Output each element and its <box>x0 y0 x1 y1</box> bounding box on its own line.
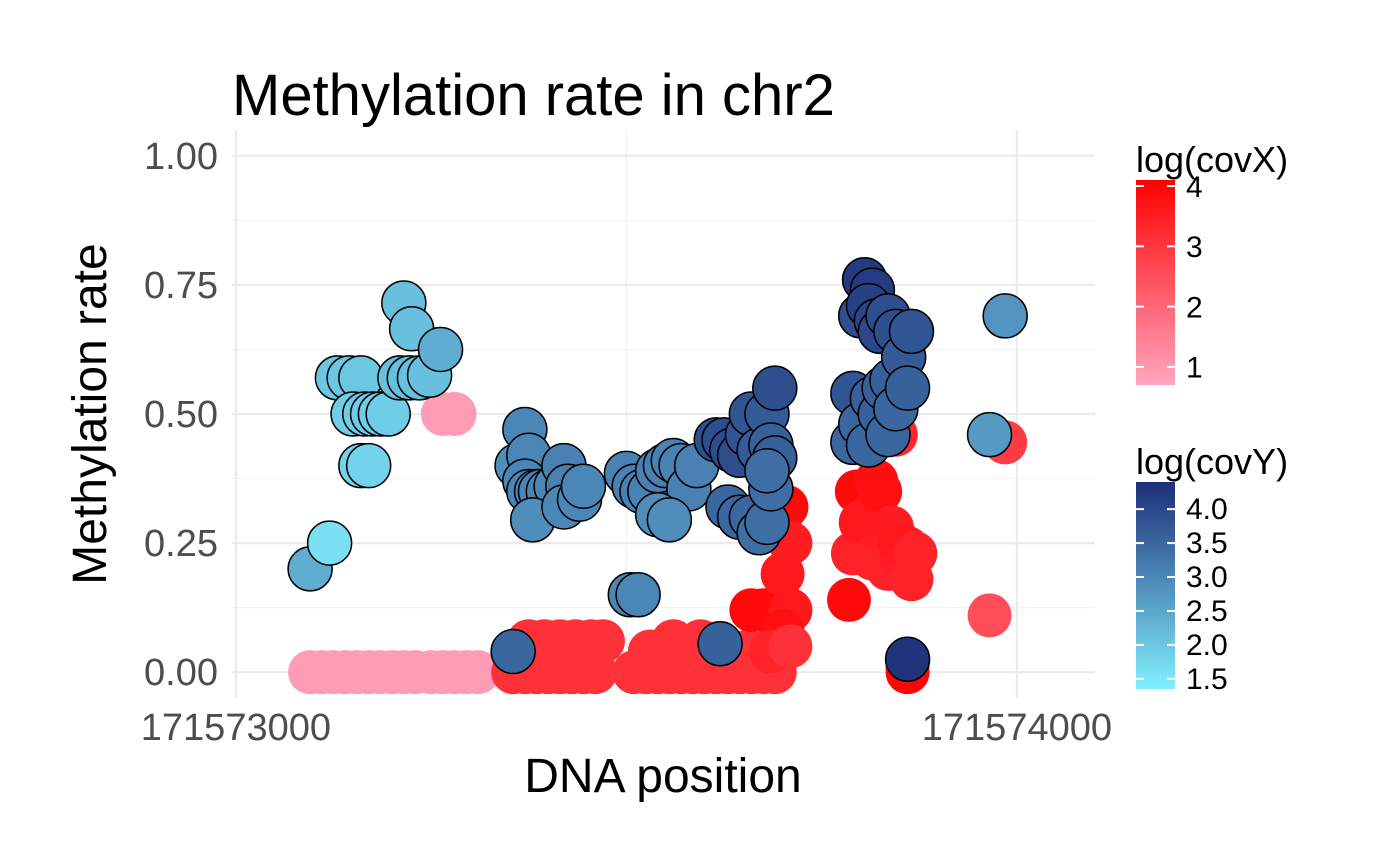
y-tick-label: 0.75 <box>144 265 218 307</box>
legend-tick-label: 3.5 <box>1186 527 1228 560</box>
legend-covx-title: log(covX) <box>1136 139 1288 180</box>
legend-tick-label: 2.5 <box>1186 595 1228 628</box>
x-tick-label: 171573000 <box>141 707 331 749</box>
point-covy <box>306 520 353 566</box>
x-axis-title: DNA position <box>524 750 801 803</box>
point-covy <box>560 463 607 510</box>
point-covy <box>966 411 1013 458</box>
legend-covy-colorbar <box>1136 482 1175 689</box>
point-covx <box>858 469 903 514</box>
y-tick-label: 0.00 <box>144 652 218 694</box>
point-covx <box>768 624 813 669</box>
series-covy <box>287 256 1028 683</box>
legend-tick-label: 1 <box>1186 352 1203 385</box>
point-covy <box>697 621 743 667</box>
y-axis-title: Methylation rate <box>64 243 117 585</box>
point-covx <box>432 392 477 436</box>
point-covy <box>646 497 693 543</box>
point-covx <box>826 577 871 622</box>
y-tick-label: 0.50 <box>144 394 218 436</box>
point-covy <box>752 365 798 411</box>
point-covy <box>417 326 464 373</box>
point-covy <box>982 293 1028 339</box>
point-covy <box>884 636 931 683</box>
chart-title: Methylation rate in chr2 <box>232 63 835 128</box>
point-covx <box>967 593 1012 638</box>
point-covx <box>565 639 610 684</box>
point-covy <box>345 442 392 489</box>
x-tick-label: 171574000 <box>922 707 1112 749</box>
series-covx <box>288 392 1028 695</box>
legend-tick-label: 2 <box>1186 291 1203 324</box>
legend-tick-label: 4.0 <box>1186 493 1228 526</box>
point-covy <box>888 308 935 355</box>
legend-covx-colorbar <box>1136 180 1175 385</box>
legend-covx: log(covX) 1 2 3 4 <box>1136 139 1288 385</box>
legend-covy: log(covY) 1.52.02.53.03.54.0 <box>1136 441 1288 696</box>
x-axis-ticks: 171573000 171574000 <box>141 707 1112 749</box>
legend-covy-title: log(covY) <box>1136 441 1288 482</box>
point-covx <box>456 650 501 695</box>
legend-tick-label: 1.5 <box>1186 663 1228 696</box>
legend-tick-label: 4 <box>1186 171 1203 204</box>
y-tick-label: 0.25 <box>144 523 218 565</box>
point-covx <box>893 531 938 576</box>
legend-tick-label: 3.0 <box>1186 561 1228 594</box>
y-tick-label: 1.00 <box>144 136 218 178</box>
point-covy <box>744 448 790 494</box>
legend-tick-label: 2.0 <box>1186 629 1228 662</box>
point-covy <box>490 628 536 675</box>
point-covy <box>615 571 661 618</box>
legend-tick-label: 3 <box>1186 231 1203 264</box>
y-axis-ticks: 0.00 0.25 0.50 0.75 1.00 <box>144 136 218 694</box>
point-covy <box>884 365 931 411</box>
